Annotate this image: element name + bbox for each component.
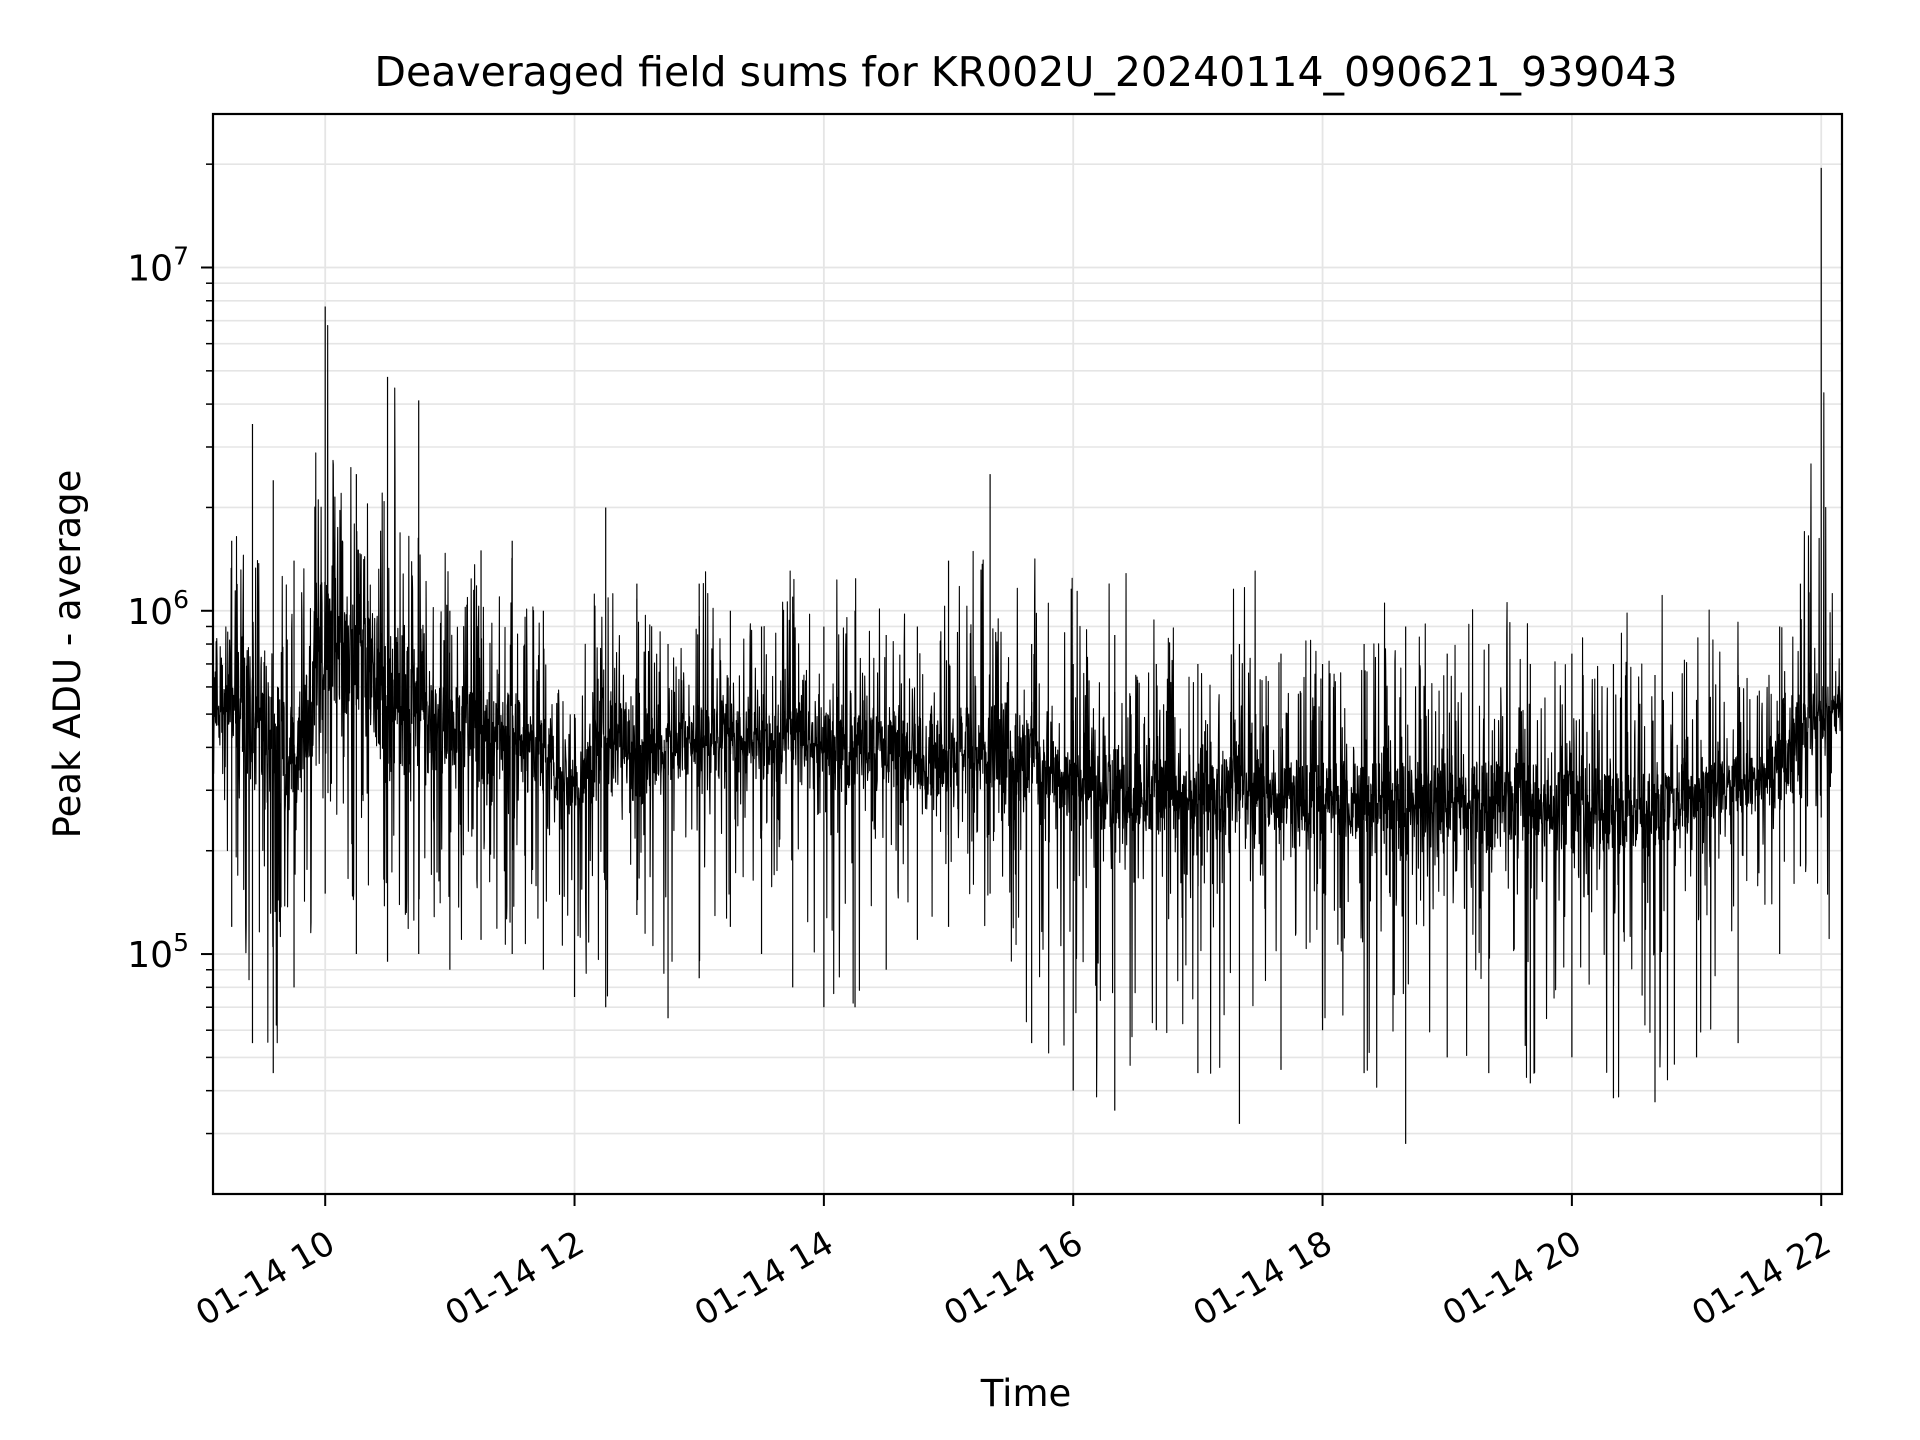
chart-title: Deaveraged field sums for KR002U_2024011… (374, 48, 1677, 96)
y-axis: 105 106 107 (127, 163, 213, 1135)
plot-area-frame (211, 112, 1844, 1196)
y-tick-label: 106 (127, 585, 189, 633)
series-line (212, 325, 1843, 1098)
y-tick-label: 107 (127, 242, 189, 290)
y-axis-label: Peak ADU - average (46, 470, 89, 839)
x-axis-label: Time (980, 1372, 1072, 1415)
y-tick-label: 105 (127, 928, 189, 976)
